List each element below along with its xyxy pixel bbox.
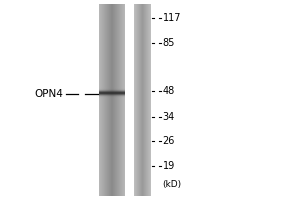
Text: 48: 48	[163, 86, 175, 96]
Text: (kD): (kD)	[163, 180, 182, 188]
Text: 34: 34	[163, 112, 175, 122]
Text: 19: 19	[163, 161, 175, 171]
Text: OPN4: OPN4	[34, 89, 63, 99]
Text: 26: 26	[163, 136, 175, 146]
Text: 117: 117	[163, 13, 181, 23]
Text: 85: 85	[163, 38, 175, 48]
